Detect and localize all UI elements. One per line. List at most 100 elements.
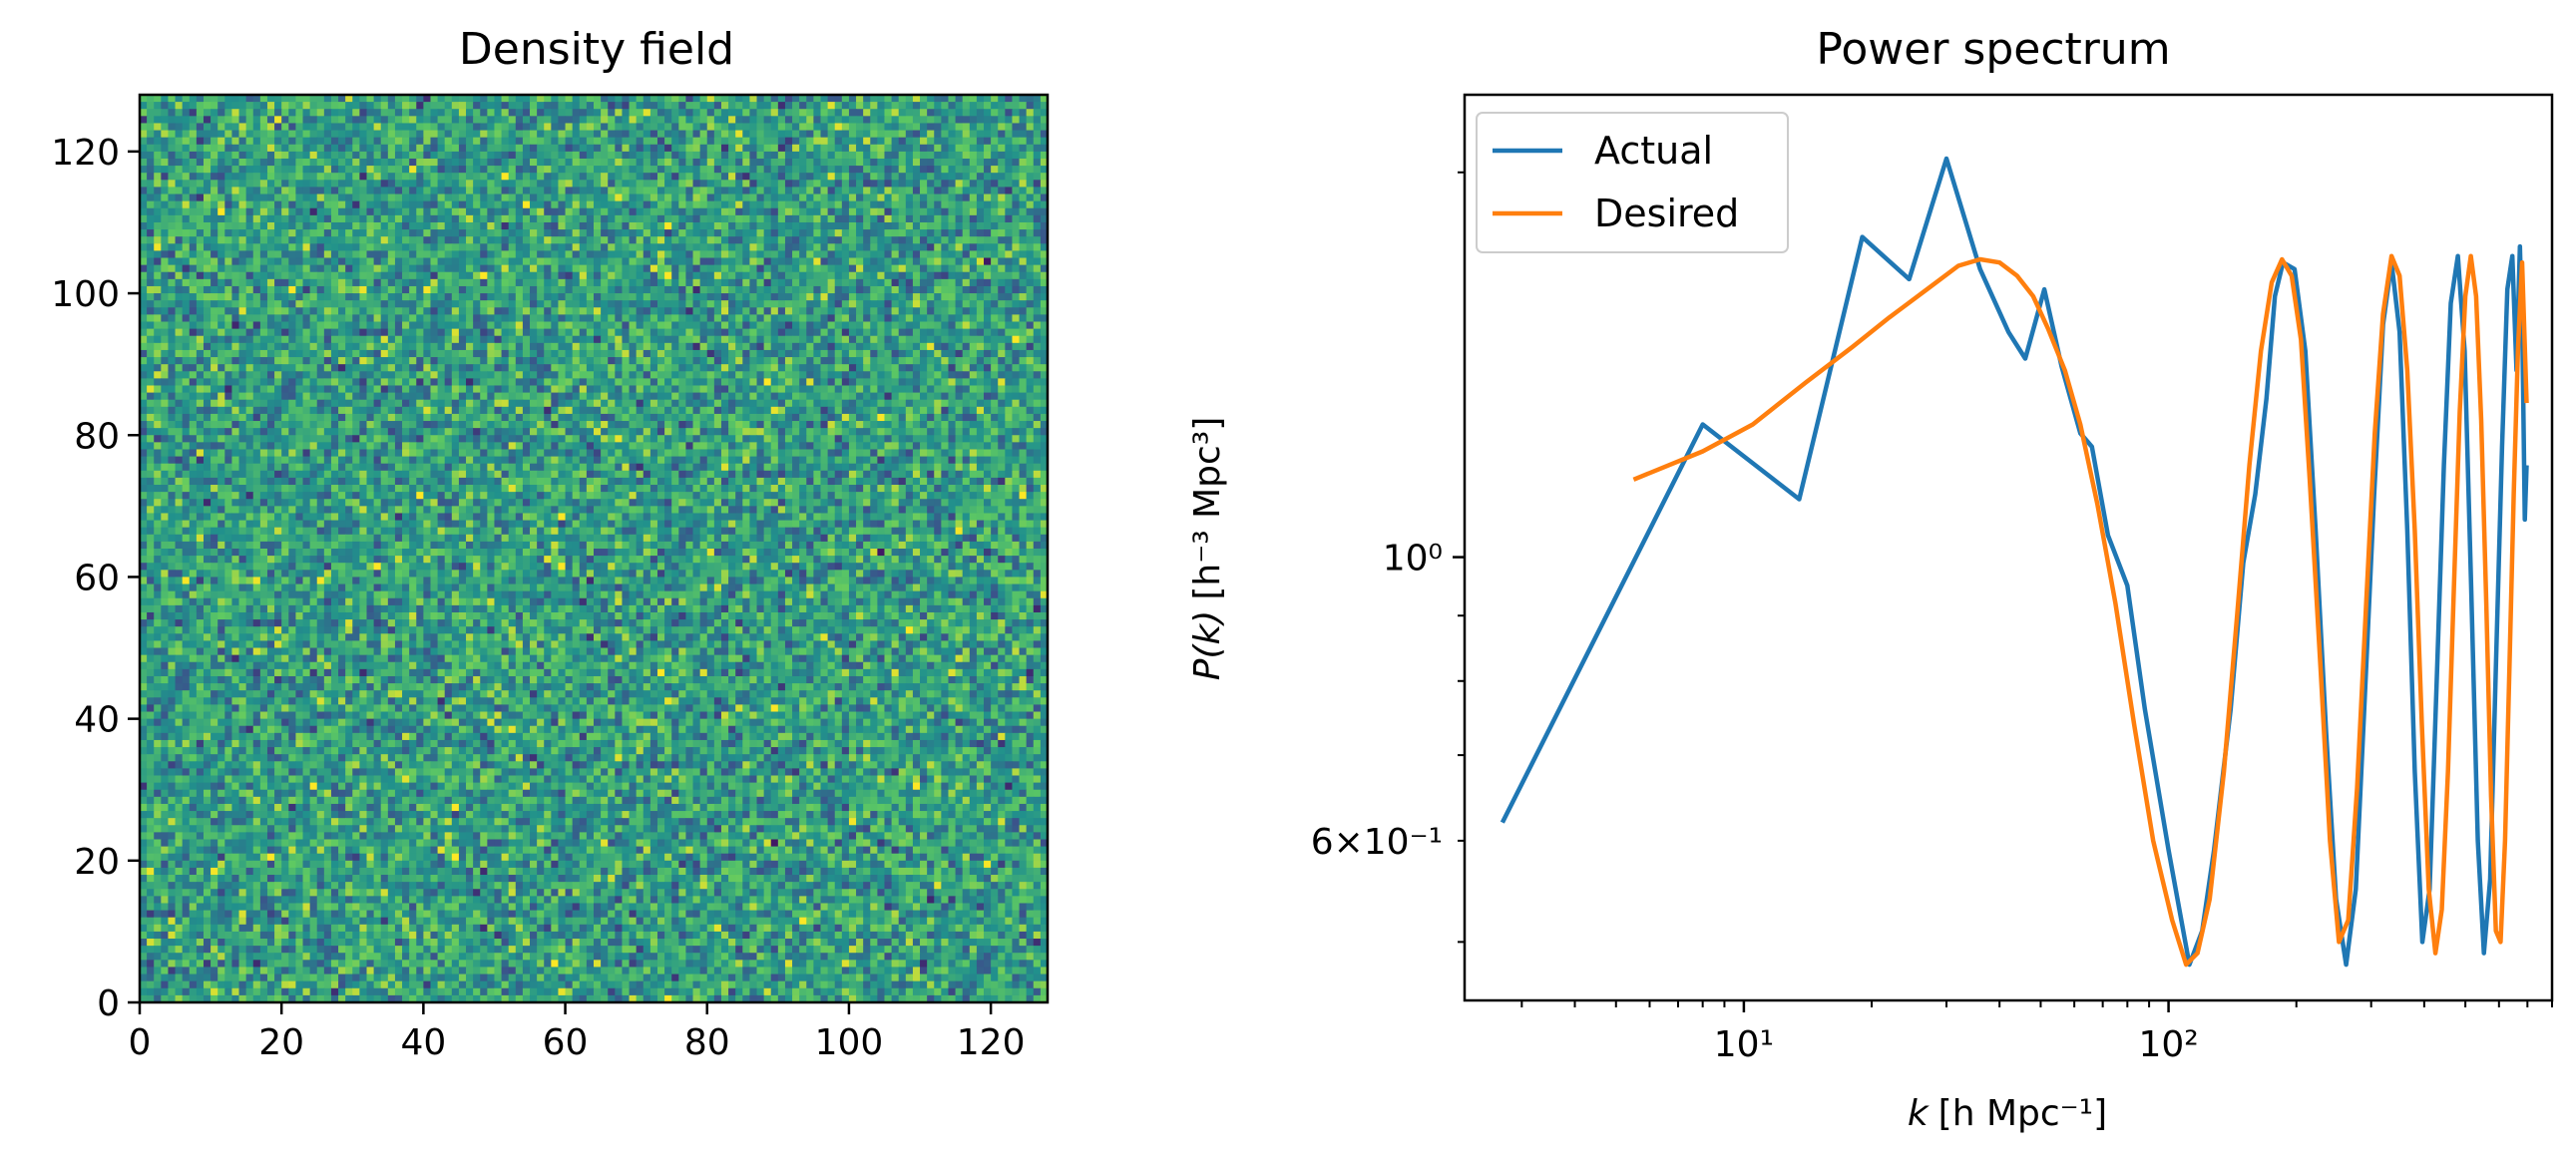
heatmap-cell xyxy=(494,229,503,237)
heatmap-cell xyxy=(615,207,624,216)
heatmap-cell xyxy=(742,187,751,195)
heatmap-cell xyxy=(295,194,304,202)
heatmap-cell xyxy=(189,158,198,167)
heatmap-cell xyxy=(749,137,758,146)
heatmap-cell xyxy=(891,250,900,259)
heatmap-cell xyxy=(770,95,779,103)
heatmap-cell xyxy=(608,229,616,237)
heatmap-cell xyxy=(948,207,957,216)
heatmap-cell xyxy=(820,285,829,294)
heatmap-cell xyxy=(189,335,198,344)
heatmap-cell xyxy=(416,102,424,110)
heatmap-cell xyxy=(763,109,772,117)
heatmap-cell xyxy=(394,236,403,244)
heatmap-cell xyxy=(330,335,339,344)
heatmap-cell xyxy=(898,236,907,244)
heatmap-cell xyxy=(140,236,148,244)
heatmap-cell xyxy=(373,285,382,294)
heatmap-cell xyxy=(763,364,772,372)
heatmap-cell xyxy=(394,137,403,146)
heatmap-cell xyxy=(813,349,822,358)
heatmap-cell xyxy=(352,207,360,216)
heatmap-cell xyxy=(466,271,474,280)
heatmap-cell xyxy=(579,364,588,372)
heatmap-cell xyxy=(154,151,162,160)
heatmap-cell xyxy=(728,187,736,195)
heatmap-cell xyxy=(962,158,971,167)
heatmap-cell xyxy=(211,257,218,266)
heatmap-cell xyxy=(451,307,460,315)
heatmap-cell xyxy=(941,137,950,146)
heatmap-cell xyxy=(416,166,424,174)
heatmap-cell xyxy=(345,250,353,259)
heatmap-cell xyxy=(451,207,460,216)
heatmap-cell xyxy=(217,137,225,146)
heatmap-cell xyxy=(976,214,985,223)
heatmap-cell xyxy=(473,357,481,365)
heatmap-cell xyxy=(594,271,602,280)
heatmap-cell xyxy=(217,236,225,244)
heatmap-cell xyxy=(231,342,240,351)
heatmap-cell xyxy=(182,300,191,308)
heatmap-cell xyxy=(217,321,225,330)
heatmap-cell xyxy=(920,116,928,125)
heatmap-cell xyxy=(656,194,665,202)
heatmap-cell xyxy=(430,357,439,365)
heatmap-cell xyxy=(182,158,191,167)
heatmap-cell xyxy=(309,236,318,244)
heatmap-cell xyxy=(323,307,332,315)
heatmap-cell xyxy=(601,173,609,181)
heatmap-cell xyxy=(359,243,368,252)
heatmap-cell xyxy=(870,137,878,146)
heatmap-cell xyxy=(281,151,289,160)
heatmap-cell xyxy=(713,95,722,103)
heatmap-cell xyxy=(820,151,829,160)
heatmap-cell xyxy=(147,207,155,216)
heatmap-cell xyxy=(763,278,772,287)
heatmap-cell xyxy=(649,257,658,266)
heatmap-cell xyxy=(259,214,268,223)
heatmap-cell xyxy=(302,278,311,287)
heatmap-cell xyxy=(834,137,843,146)
heatmap-cell xyxy=(806,364,814,372)
heatmap-cell xyxy=(359,335,368,344)
heatmap-cell xyxy=(678,229,687,237)
heatmap-cell xyxy=(572,95,581,103)
heatmap-cell xyxy=(238,173,247,181)
heatmap-cell xyxy=(480,364,488,372)
heatmap-cell xyxy=(168,264,177,273)
heatmap-cell xyxy=(884,173,893,181)
heatmap-cell xyxy=(848,214,857,223)
heatmap-cell xyxy=(182,137,191,146)
heatmap-cell xyxy=(161,321,170,330)
heatmap-cell xyxy=(309,285,318,294)
heatmap-cell xyxy=(1005,321,1014,330)
heatmap-cell xyxy=(891,328,900,337)
heatmap-cell xyxy=(912,250,921,259)
heatmap-cell xyxy=(742,335,751,344)
heatmap-cell xyxy=(530,144,538,153)
heatmap-cell xyxy=(792,243,800,252)
heatmap-cell xyxy=(643,236,651,244)
heatmap-cell xyxy=(948,123,957,132)
heatmap-cell xyxy=(1005,123,1014,132)
heatmap-cell xyxy=(444,144,453,153)
heatmap-cell xyxy=(735,214,743,223)
heatmap-cell xyxy=(962,180,971,189)
heatmap-cell xyxy=(281,166,289,174)
heatmap-cell xyxy=(927,328,935,337)
heatmap-cell xyxy=(991,357,999,365)
heatmap-cell xyxy=(671,328,679,337)
heatmap-cell xyxy=(699,158,708,167)
heatmap-cell xyxy=(848,144,857,153)
heatmap-cell xyxy=(281,137,289,146)
heatmap-cell xyxy=(692,314,701,323)
heatmap-cell xyxy=(622,95,631,103)
heatmap-cell xyxy=(912,307,921,315)
heatmap-cell xyxy=(338,342,346,351)
heatmap-cell xyxy=(891,293,900,301)
heatmap-cell xyxy=(530,151,538,160)
heatmap-cell xyxy=(877,102,886,110)
heatmap-cell xyxy=(501,173,510,181)
heatmap-cell xyxy=(252,102,261,110)
